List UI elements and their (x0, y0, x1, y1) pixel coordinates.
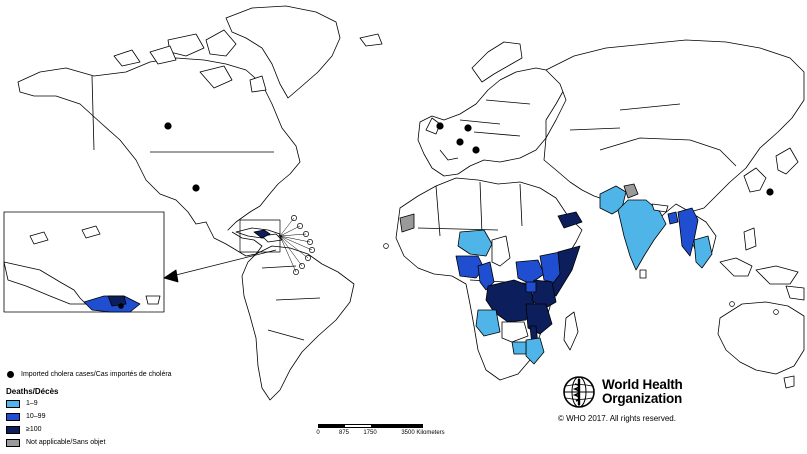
who-name-line2: Organization (602, 391, 683, 406)
map-legend: Imported cholera cases/Cas importés de c… (6, 368, 306, 449)
dr-congo (485, 279, 535, 323)
western-sahara (399, 213, 415, 233)
swatch-dark-blue-icon (6, 425, 20, 434)
haiti-main (253, 229, 271, 239)
north-america (17, 5, 383, 257)
inset-arrow (163, 269, 179, 283)
scale-track (318, 424, 423, 428)
somalia (547, 245, 581, 297)
imported-dot-icon (7, 371, 14, 378)
inset-caribbean (3, 225, 161, 313)
legend-label-100-plus: ≥100 (26, 426, 42, 433)
angola (475, 309, 501, 337)
uganda (525, 281, 537, 293)
india (617, 199, 667, 271)
scale-label-0: 0 (316, 430, 320, 436)
bangladesh (667, 211, 679, 225)
legend-label-not-applicable: Not applicable/Sans objet (26, 439, 106, 446)
europe (417, 41, 567, 177)
legend-imported-row: Imported cholera cases/Cas importés de c… (6, 368, 306, 381)
who-name-line1: World Health (602, 377, 683, 392)
zambia (501, 321, 529, 343)
legend-label-10-99: 10–99 (26, 413, 46, 420)
australia (717, 301, 805, 389)
legend-imported-label: Imported cholera cases/Cas importés de c… (21, 371, 172, 378)
dot-germany (472, 146, 480, 154)
yemen (557, 211, 583, 229)
who-logo-block: World Health Organization © WHO 2017. Al… (558, 375, 762, 427)
swatch-medium-blue-icon (6, 412, 20, 421)
legend-deaths-title: Deaths/Décès (6, 387, 59, 396)
madagascar (563, 311, 579, 351)
legend-row-10-99: 10–99 (6, 410, 306, 423)
dot-korea (766, 188, 774, 196)
dot-belgium (464, 124, 472, 132)
png (785, 285, 805, 301)
nepal (651, 203, 669, 213)
zimbabwe (511, 341, 527, 355)
imported-case-dots (118, 122, 774, 309)
swatch-grey-icon (6, 438, 20, 447)
dot-france (456, 138, 464, 146)
who-name: World Health Organization (602, 378, 683, 406)
kashmir-na (623, 183, 639, 199)
scale-bar: 0 875 1750 3500 Kilometers (312, 424, 445, 448)
scale-label-3500: 3500 Kilometers (401, 430, 445, 436)
scale-label-1750: 1750 (363, 430, 377, 436)
dot-usa (192, 184, 200, 192)
chad (491, 235, 511, 267)
inset-frame (3, 211, 165, 313)
dot-canada (164, 122, 172, 130)
dot-uk (436, 122, 444, 130)
legend-row-1-9: 1–9 (6, 397, 306, 410)
legend-row-100-plus: ≥100 (6, 423, 306, 436)
kenya (531, 279, 557, 311)
dot-inset-haiti (118, 303, 124, 309)
south-sudan (515, 259, 545, 285)
scale-label-875: 875 (338, 430, 350, 436)
sri-lanka (639, 269, 647, 279)
legend-row-not-applicable: Not applicable/Sans objet (6, 436, 306, 449)
asia (543, 39, 805, 285)
copyright-notice: © WHO 2017. All rights reserved. (558, 414, 676, 423)
swatch-light-blue-icon (6, 399, 20, 408)
thailand (693, 235, 713, 269)
who-emblem-icon (563, 376, 595, 408)
legend-label-1-9: 1–9 (26, 400, 38, 407)
south-america (241, 245, 355, 401)
niger (457, 229, 493, 257)
myanmar (677, 207, 699, 257)
